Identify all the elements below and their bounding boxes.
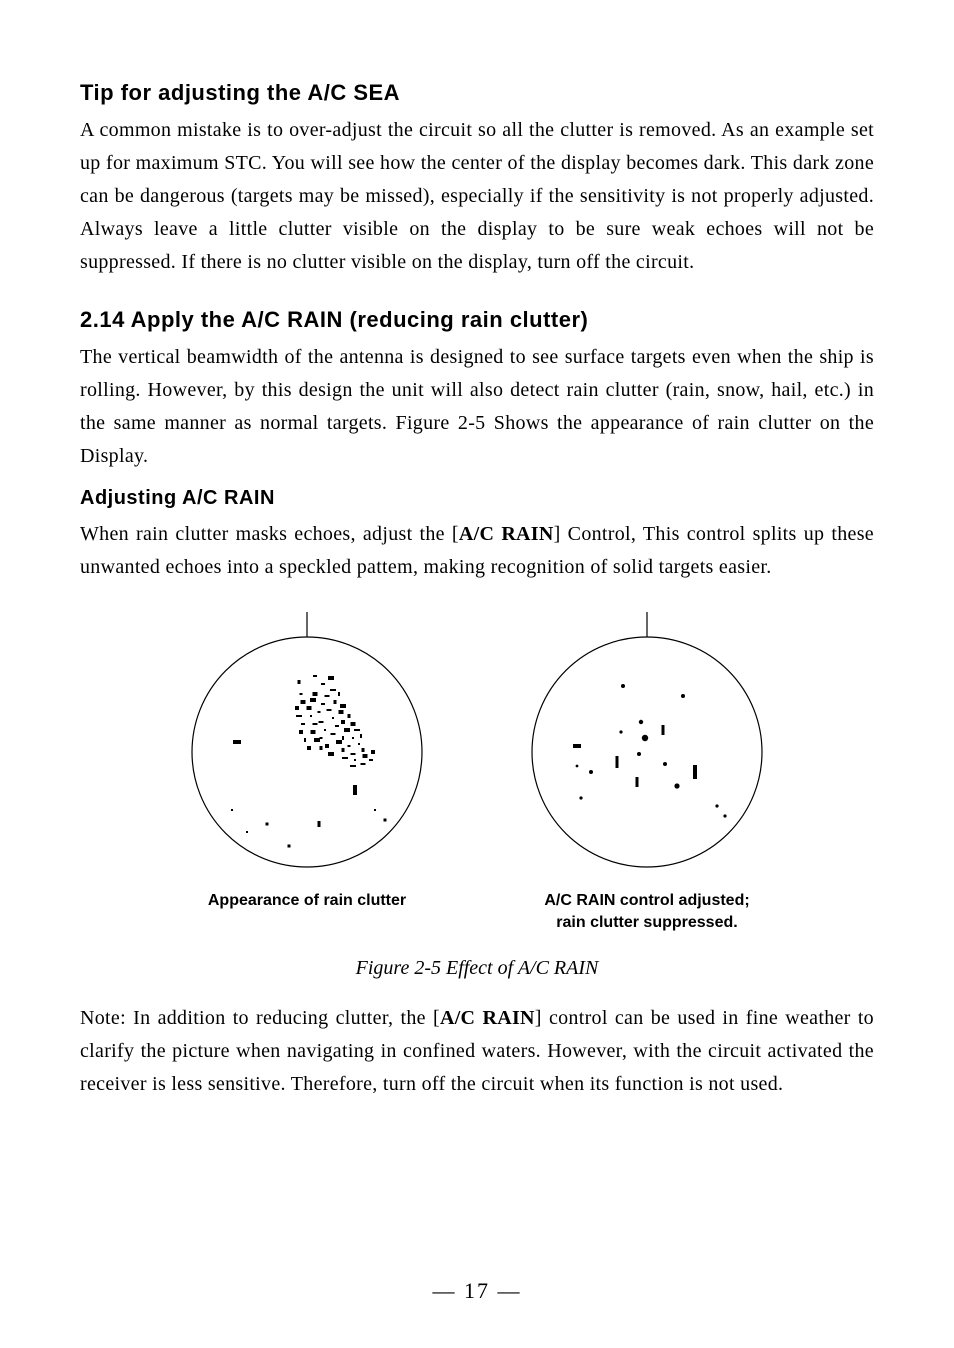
- figure-right-col: A/C RAIN control adjusted; rain clutter …: [517, 602, 777, 933]
- figure-right-caption-l1: A/C RAIN control adjusted;: [544, 892, 749, 909]
- note-pre: Note: In addition to reducing clutter, t…: [80, 1007, 440, 1029]
- figure-right-caption-l2: rain clutter suppressed.: [556, 914, 737, 931]
- note-body: Note: In addition to reducing clutter, t…: [80, 1002, 874, 1101]
- radar-scope-left: [177, 602, 437, 882]
- tip-body: A common mistake is to over-adjust the c…: [80, 114, 874, 279]
- figure-left-col: Appearance of rain clutter: [177, 602, 437, 933]
- figure-row: Appearance of rain clutter A/C RAIN cont…: [80, 602, 874, 933]
- adjust-heading: Adjusting A/C RAIN: [80, 487, 874, 510]
- figure-right-caption: A/C RAIN control adjusted; rain clutter …: [544, 890, 749, 933]
- section-214-heading: 2.14 Apply the A/C RAIN (reducing rain c…: [80, 307, 874, 333]
- document-page: Tip for adjusting the A/C SEA A common m…: [0, 0, 954, 1348]
- note-bold: A/C RAIN: [440, 1007, 535, 1029]
- page-number: — 17 —: [0, 1278, 954, 1304]
- adjust-body-bold: A/C RAIN: [459, 523, 554, 545]
- figure-left-caption: Appearance of rain clutter: [208, 890, 406, 912]
- figure-title: Figure 2-5 Effect of A/C RAIN: [80, 957, 874, 980]
- tip-heading: Tip for adjusting the A/C SEA: [80, 80, 874, 106]
- section-214-body: The vertical beamwidth of the antenna is…: [80, 341, 874, 473]
- adjust-body-pre: When rain clutter masks echoes, adjust t…: [80, 523, 459, 545]
- radar-scope-right: [517, 602, 777, 882]
- adjust-body: When rain clutter masks echoes, adjust t…: [80, 518, 874, 584]
